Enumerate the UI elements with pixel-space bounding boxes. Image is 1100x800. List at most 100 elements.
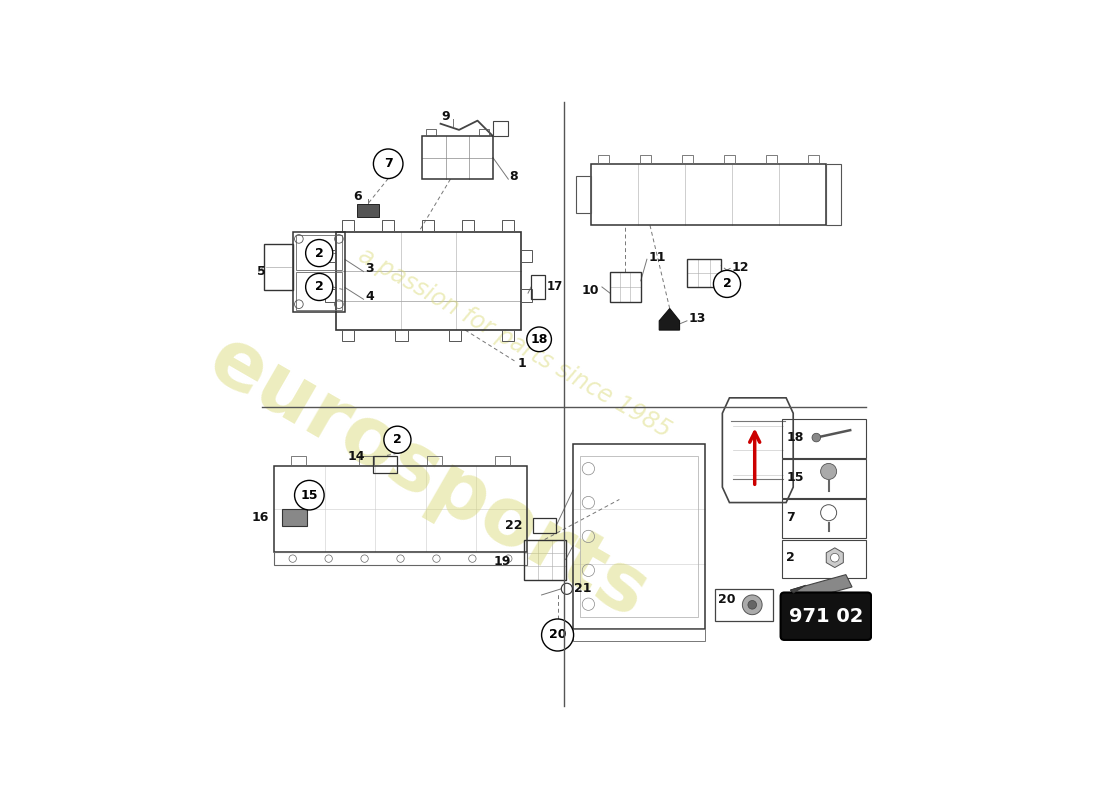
Text: 15: 15 — [786, 471, 804, 484]
Bar — [724, 154, 735, 164]
Text: 6: 6 — [353, 190, 362, 203]
Bar — [382, 221, 394, 231]
Bar — [292, 456, 306, 466]
Bar — [293, 231, 345, 311]
Bar — [782, 539, 866, 578]
Bar — [427, 456, 442, 466]
Bar — [422, 136, 493, 179]
Text: 2: 2 — [723, 278, 732, 290]
Text: 15: 15 — [300, 489, 318, 502]
Circle shape — [306, 239, 332, 266]
Text: a passion for parts since 1985: a passion for parts since 1985 — [354, 242, 675, 442]
Bar — [395, 330, 408, 341]
Bar — [342, 221, 354, 231]
Bar — [502, 221, 515, 231]
Bar — [573, 444, 705, 629]
Bar — [478, 129, 488, 136]
Circle shape — [384, 426, 411, 454]
Polygon shape — [791, 585, 806, 593]
Circle shape — [306, 274, 332, 301]
Text: 14: 14 — [348, 450, 365, 463]
Text: 21: 21 — [574, 582, 592, 595]
Bar — [274, 552, 527, 566]
Bar — [581, 456, 698, 617]
Bar — [782, 499, 866, 538]
Text: 4: 4 — [365, 290, 374, 302]
Bar — [782, 419, 866, 458]
Polygon shape — [826, 548, 844, 567]
Circle shape — [541, 619, 573, 651]
Bar — [274, 466, 527, 552]
Bar — [296, 234, 342, 270]
Bar — [524, 539, 565, 579]
Circle shape — [373, 149, 403, 178]
Bar — [531, 274, 544, 299]
Text: 7: 7 — [786, 511, 795, 524]
Bar — [342, 330, 354, 341]
Text: 2: 2 — [786, 551, 795, 564]
Bar — [609, 271, 640, 302]
Text: 18: 18 — [530, 333, 548, 346]
Text: 10: 10 — [582, 283, 600, 297]
Bar — [766, 154, 777, 164]
Bar — [686, 259, 720, 287]
Bar — [825, 164, 842, 226]
Bar — [495, 456, 509, 466]
Bar — [449, 330, 461, 341]
Text: 9: 9 — [441, 110, 450, 123]
Circle shape — [742, 595, 762, 614]
Bar — [360, 456, 374, 466]
Bar — [373, 456, 397, 473]
Text: 971 02: 971 02 — [789, 606, 864, 626]
Bar — [520, 290, 531, 302]
Text: 17: 17 — [547, 281, 563, 294]
Bar — [427, 129, 437, 136]
Text: 13: 13 — [689, 313, 706, 326]
Bar — [807, 154, 818, 164]
Text: 5: 5 — [257, 265, 266, 278]
Bar — [576, 176, 592, 213]
Text: 8: 8 — [509, 170, 518, 182]
Circle shape — [830, 554, 839, 562]
Text: 22: 22 — [505, 519, 522, 533]
Text: 2: 2 — [315, 281, 323, 294]
Text: 16: 16 — [252, 511, 270, 525]
Text: 1: 1 — [517, 358, 526, 370]
Circle shape — [812, 434, 821, 442]
Bar — [282, 509, 308, 526]
Bar — [324, 290, 336, 302]
Bar — [715, 589, 773, 621]
Text: 12: 12 — [732, 261, 749, 274]
Circle shape — [748, 601, 757, 609]
Bar — [493, 121, 508, 136]
Bar — [682, 154, 693, 164]
Bar — [264, 244, 294, 290]
Polygon shape — [791, 574, 852, 596]
Polygon shape — [659, 309, 680, 330]
Bar — [462, 221, 474, 231]
Text: eurosports: eurosports — [195, 321, 662, 635]
Bar — [532, 518, 557, 534]
Bar — [520, 250, 531, 262]
Bar — [324, 250, 336, 262]
Circle shape — [527, 327, 551, 352]
Bar — [592, 164, 825, 226]
Text: 20: 20 — [549, 629, 566, 642]
Circle shape — [821, 463, 837, 479]
Circle shape — [714, 270, 740, 298]
Bar — [782, 459, 866, 498]
Text: 20: 20 — [717, 593, 735, 606]
Text: 18: 18 — [786, 431, 803, 444]
Text: 19: 19 — [494, 554, 512, 567]
Circle shape — [295, 480, 324, 510]
Bar — [358, 204, 378, 218]
Bar — [502, 330, 515, 341]
FancyBboxPatch shape — [781, 593, 871, 640]
Bar — [573, 629, 705, 641]
Text: 7: 7 — [384, 158, 393, 170]
Text: 2: 2 — [315, 246, 323, 259]
Bar — [296, 271, 342, 310]
Text: 2: 2 — [393, 434, 402, 446]
Bar — [598, 154, 609, 164]
Text: 11: 11 — [649, 251, 667, 264]
